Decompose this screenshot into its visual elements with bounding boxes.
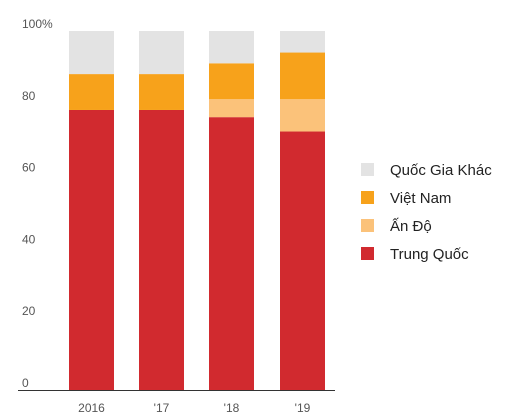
- bar-segment-3-1: [280, 99, 325, 132]
- legend-label-1: Việt Nam: [390, 190, 451, 207]
- bar-segment-2-2: [209, 63, 254, 100]
- legend-swatch-0: [361, 163, 374, 176]
- bars-group: [69, 31, 325, 390]
- bar-segment-3-0: [280, 131, 325, 390]
- bar-segment-2-3: [209, 31, 254, 64]
- bar-segment-1-2: [139, 74, 184, 110]
- bar-segment-3-2: [280, 52, 325, 100]
- bar-segment-0-0: [69, 109, 114, 390]
- bar-segment-0-2: [69, 74, 114, 110]
- bar-segment-1-0: [139, 109, 184, 390]
- legend-label-2: Ấn Độ: [390, 218, 432, 235]
- legend-label-3: Trung Quốc: [390, 246, 469, 263]
- y-tick-label-0: 0: [22, 376, 29, 390]
- legend: Quốc Gia Khác Việt Nam Ấn Độ Trung Quốc: [361, 162, 492, 263]
- bar-segment-2-0: [209, 117, 254, 390]
- legend-swatch-1: [361, 191, 374, 204]
- bar-segment-2-1: [209, 99, 254, 118]
- bar-segment-3-3: [280, 31, 325, 53]
- y-tick-label-5: 100%: [22, 17, 53, 31]
- y-tick-label-1: 20: [22, 304, 36, 318]
- x-tick-label-3: '19: [295, 401, 311, 415]
- bar-segment-0-3: [69, 31, 114, 75]
- legend-swatch-3: [361, 247, 374, 260]
- y-axis-ticks: 0 20 40 60 80 100%: [22, 17, 53, 390]
- y-tick-label-2: 40: [22, 232, 36, 246]
- bar-segment-1-3: [139, 31, 184, 75]
- y-tick-label-3: 60: [22, 161, 36, 175]
- x-tick-label-0: 2016: [78, 401, 105, 415]
- x-axis-ticks: 2016 '17 '18 '19: [78, 401, 310, 415]
- legend-label-0: Quốc Gia Khác: [390, 162, 492, 179]
- x-tick-label-2: '18: [224, 401, 240, 415]
- y-tick-label-4: 80: [22, 89, 36, 103]
- x-tick-label-1: '17: [154, 401, 170, 415]
- legend-swatch-2: [361, 219, 374, 232]
